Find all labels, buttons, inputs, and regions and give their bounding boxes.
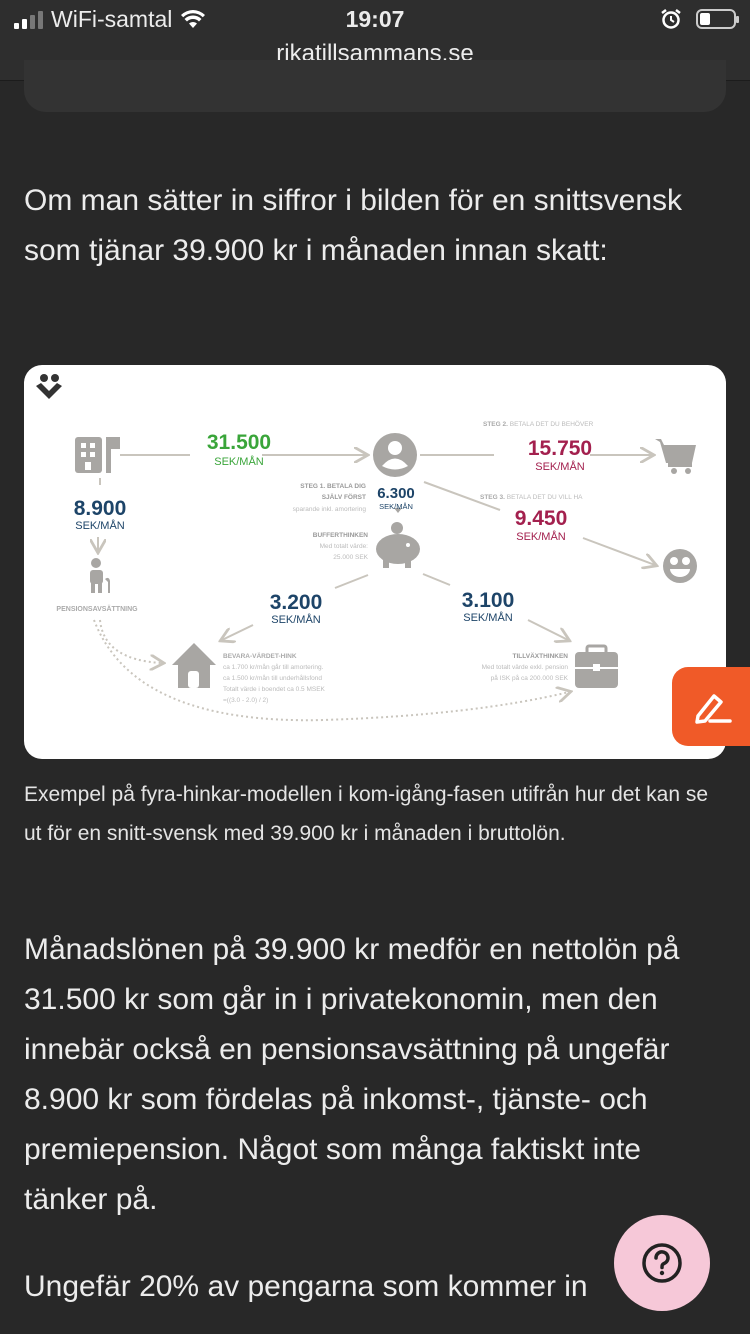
- step2-title: STEG 2. BETALA DET DU BEHÖVER: [483, 420, 594, 428]
- net-unit: SEK/MÅN: [214, 455, 264, 468]
- step2-unit: SEK/MÅN: [535, 460, 585, 473]
- heart-eyes-emoji-icon: [663, 549, 697, 583]
- battery-icon: [696, 9, 739, 29]
- dotted-arrow: [93, 619, 569, 722]
- preserve-line: Totalt värde i boendet ca 0.5 MSEK: [223, 686, 326, 693]
- growth-title: TILLVÄXTHINKEN: [513, 652, 569, 660]
- preserve-line: ca 1.500 kr/mån till underhållsfond: [223, 674, 322, 682]
- step1-title: STEG 1. BETALA DIG: [300, 483, 366, 490]
- edit-button[interactable]: [672, 667, 750, 746]
- question-icon: [642, 1243, 682, 1283]
- step1-sub: sparande inkl. amortering: [293, 506, 367, 513]
- clock: 19:07: [345, 6, 405, 32]
- image-caption: Exempel på fyra-hinkar-modellen i kom-ig…: [24, 783, 709, 845]
- intro-paragraph: Om man sätter in siffror i bilden för en…: [24, 184, 683, 267]
- flow-line: [422, 573, 451, 586]
- dotted-arrow: [99, 619, 162, 663]
- preserve-unit: SEK/MÅN: [271, 613, 321, 626]
- alarm-icon: [661, 9, 681, 29]
- preserve-line: ca 1.700 kr/mån går till amortering.: [223, 663, 324, 671]
- flow-line: [423, 481, 501, 511]
- buffer-line: Med totalt värde:: [320, 543, 369, 550]
- step1-title: SJÄLV FÖRST: [322, 492, 366, 501]
- pension-label: PENSIONSAVSÄTTNING: [56, 605, 138, 613]
- step3-title: STEG 3. BETALA DET DU VILL HA: [480, 494, 583, 501]
- flow-arrow: [222, 624, 254, 640]
- growth-line: på ISK på ca 200.000 SEK: [491, 674, 569, 682]
- step1-amount: 6.300: [377, 485, 415, 502]
- pension-unit: SEK/MÅN: [75, 519, 125, 532]
- signal-icon: [14, 10, 43, 29]
- shopping-cart-icon: [655, 439, 696, 474]
- help-button[interactable]: [614, 1215, 710, 1311]
- buffer-line: 25.000 SEK: [333, 554, 368, 561]
- pencil-icon: [695, 693, 732, 724]
- step1-unit: SEK/MÅN: [379, 502, 413, 511]
- carrier-label: WiFi-samtal: [51, 6, 173, 32]
- carrier: WiFi-samtal: [14, 6, 206, 33]
- step3-unit: SEK/MÅN: [516, 530, 566, 543]
- wifi-icon: [181, 9, 206, 28]
- step3-amount: 9.450: [515, 507, 568, 530]
- growth-line: Med totalt värde exkl. pension: [482, 664, 569, 671]
- elderly-person-icon: [90, 558, 110, 593]
- buffer-title: BUFFERTHINKEN: [313, 532, 369, 539]
- house-icon: [172, 643, 216, 688]
- preserve-amount: 3.200: [270, 591, 323, 614]
- flow-arrow: [527, 619, 568, 640]
- person-circle-icon: [373, 433, 417, 477]
- step2-amount: 15.750: [528, 437, 592, 460]
- preserve-line: =((3.0 - 2.0) / 2): [223, 697, 268, 704]
- growth-unit: SEK/MÅN: [463, 611, 513, 624]
- piggy-bank-icon: [376, 522, 420, 568]
- flow-arrow: [582, 537, 655, 565]
- growth-amount: 3.100: [462, 589, 515, 612]
- previous-content-box: [24, 60, 726, 112]
- briefcase-icon: [575, 644, 618, 688]
- down-arrow-icon: [394, 508, 402, 513]
- logo-icon: [36, 374, 62, 399]
- flow-line: [334, 574, 369, 589]
- net-amount: 31.500: [207, 431, 271, 454]
- body-paragraph: Månadslönen på 39.900 kr medför en netto…: [24, 933, 680, 1216]
- pension-amount: 8.900: [74, 497, 127, 520]
- preserve-title: BEVARA-VÄRDET-HINK: [223, 652, 297, 660]
- four-buckets-infographic[interactable]: 31.500 SEK/MÅN 8.900 SEK/MÅN PENSIONSAVS…: [24, 365, 726, 759]
- body-paragraph: Ungefär 20% av pengarna som kommer in: [24, 1270, 588, 1303]
- building-icon: [75, 437, 120, 473]
